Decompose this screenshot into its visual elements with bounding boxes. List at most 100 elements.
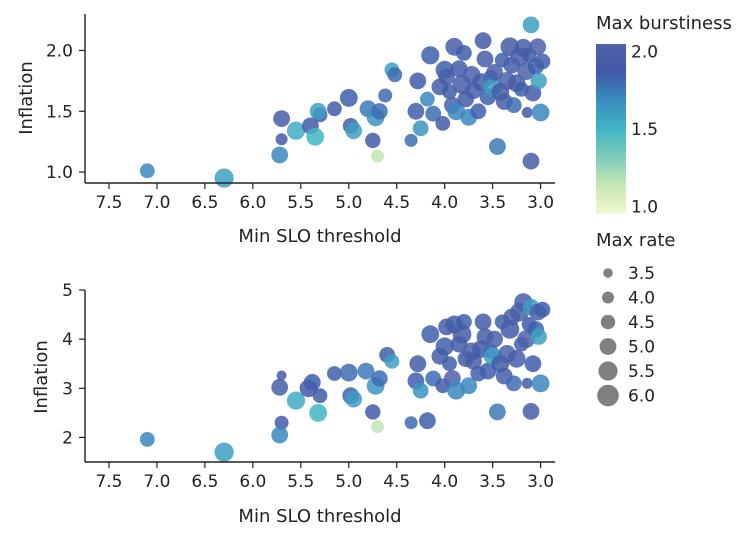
bottom-point bbox=[309, 404, 327, 422]
top-point bbox=[371, 103, 388, 120]
bottom-x-tick-label: 6.5 bbox=[191, 472, 218, 492]
top-point bbox=[409, 72, 427, 90]
top-y-tick-label: 1.5 bbox=[46, 102, 73, 122]
top-point bbox=[521, 107, 533, 118]
bottom-point bbox=[474, 313, 492, 331]
top-point bbox=[438, 68, 455, 86]
bottom-point bbox=[312, 388, 328, 404]
top-point bbox=[442, 84, 457, 100]
bottom-point bbox=[435, 337, 454, 356]
top-point bbox=[420, 91, 435, 107]
bottom-y-axis-label: Inflation bbox=[31, 340, 52, 414]
bottom-point bbox=[486, 330, 503, 348]
top-point bbox=[214, 168, 234, 188]
top-point bbox=[456, 45, 472, 61]
size-legend-title: Max rate bbox=[596, 230, 676, 251]
bottom-x-tick-label: 3.5 bbox=[479, 472, 506, 492]
size-legend-label: 5.5 bbox=[628, 362, 655, 382]
colorbar-title: Max burstiness bbox=[596, 13, 732, 34]
bottom-point bbox=[371, 370, 388, 387]
top-point bbox=[275, 133, 288, 146]
top-point bbox=[139, 163, 155, 179]
bottom-x-tick-label: 3.0 bbox=[527, 472, 554, 492]
bottom-point bbox=[371, 420, 385, 434]
bottom-y-tick-label: 2 bbox=[62, 428, 73, 448]
top-points bbox=[139, 16, 551, 188]
bottom-x-ticks: 7.5 7.0 6.5 6.0 5.5 5.0 4.5 4.0 3.5 3.0 bbox=[95, 462, 554, 492]
bottom-point bbox=[460, 377, 478, 395]
bottom-y-tick-label: 5 bbox=[62, 281, 73, 301]
bottom-point bbox=[524, 355, 542, 373]
bottom-point bbox=[286, 391, 306, 410]
top-x-tick-label: 3.5 bbox=[479, 193, 506, 213]
top-point bbox=[387, 67, 403, 83]
top-point bbox=[505, 97, 522, 114]
top-point bbox=[529, 38, 547, 56]
top-point bbox=[425, 105, 442, 122]
bottom-point bbox=[339, 363, 358, 382]
top-x-axis-label: Min SLO threshold bbox=[238, 226, 401, 247]
top-point bbox=[345, 122, 362, 140]
top-point bbox=[412, 120, 429, 137]
bottom-point bbox=[421, 325, 440, 344]
top-point bbox=[534, 53, 551, 70]
bottom-point bbox=[365, 404, 381, 420]
size-legend-marker bbox=[598, 361, 618, 381]
top-point bbox=[271, 146, 289, 164]
size-legend-marker bbox=[600, 314, 616, 330]
bottom-point bbox=[271, 378, 289, 396]
size-legend-label: 4.5 bbox=[628, 313, 655, 333]
bottom-point bbox=[357, 362, 375, 380]
bottom-x-tick-label: 7.0 bbox=[143, 472, 170, 492]
size-legend-label: 5.0 bbox=[628, 338, 655, 358]
top-x-tick-label: 7.0 bbox=[143, 193, 170, 213]
size-legend: Max rate 3.5 4.0 4.5 5.0 5.5 6.0 bbox=[596, 230, 676, 407]
size-legend-label: 4.0 bbox=[628, 289, 655, 309]
bottom-point bbox=[276, 370, 287, 381]
top-point bbox=[365, 132, 381, 149]
size-legend-marker bbox=[599, 338, 617, 355]
top-point bbox=[327, 101, 342, 117]
bottom-point bbox=[271, 426, 289, 444]
bottom-x-tick-label: 4.0 bbox=[431, 472, 458, 492]
bottom-x-tick-label: 6.0 bbox=[239, 472, 266, 492]
bottom-x-axis-label: Min SLO threshold bbox=[238, 506, 401, 527]
top-point bbox=[435, 116, 451, 131]
top-point bbox=[273, 110, 290, 127]
top-point bbox=[489, 138, 506, 155]
bottom-point bbox=[384, 353, 400, 369]
top-y-axis-label: Inflation bbox=[16, 61, 37, 135]
top-y-tick-label: 2.0 bbox=[46, 41, 73, 61]
bottom-point bbox=[534, 301, 551, 318]
bottom-point bbox=[456, 314, 472, 330]
colorbar-legend: Max burstiness 1.0 1.5 2.0 bbox=[596, 13, 732, 217]
top-x-tick-label: 6.5 bbox=[191, 193, 218, 213]
bottom-point bbox=[419, 412, 436, 430]
bottom-point bbox=[274, 415, 289, 430]
top-point bbox=[476, 50, 494, 68]
bottom-point bbox=[345, 390, 362, 408]
bottom-point bbox=[531, 374, 550, 393]
top-point bbox=[531, 103, 550, 122]
bottom-point bbox=[214, 442, 234, 462]
bottom-point bbox=[489, 403, 506, 421]
size-legend-marker bbox=[603, 268, 613, 278]
bottom-x-tick-label: 4.5 bbox=[383, 472, 410, 492]
bottom-point bbox=[303, 374, 321, 391]
bottom-point bbox=[409, 355, 427, 373]
bottom-point bbox=[521, 377, 533, 389]
colorbar-gradient bbox=[596, 44, 626, 214]
bottom-x-tick-label: 5.0 bbox=[335, 472, 362, 492]
top-point bbox=[407, 102, 425, 120]
bottom-x-tick-label: 7.5 bbox=[95, 472, 122, 492]
bottom-point bbox=[404, 416, 418, 430]
top-x-ticks: 7.5 7.0 6.5 6.0 5.5 5.0 4.5 4.0 3.5 3.0 bbox=[95, 183, 554, 213]
top-y-tick-label: 1.0 bbox=[46, 163, 73, 183]
size-legend-label: 3.5 bbox=[628, 264, 655, 284]
bottom-points bbox=[139, 293, 551, 462]
top-point bbox=[486, 64, 503, 81]
top-x-tick-label: 6.0 bbox=[239, 193, 266, 213]
top-point bbox=[404, 133, 418, 147]
top-point bbox=[530, 72, 547, 90]
